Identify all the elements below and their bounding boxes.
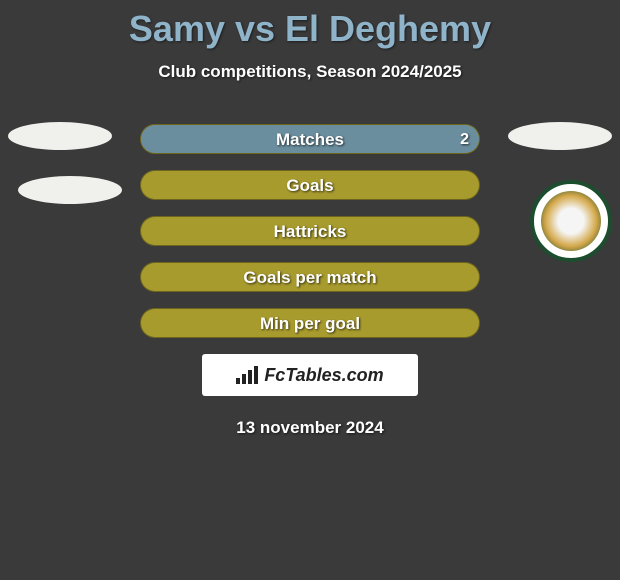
watermark-badge: FcTables.com xyxy=(202,354,418,396)
player-left-badge-1 xyxy=(8,122,112,150)
club-logo-inner xyxy=(541,191,601,251)
stat-bar-min-per-goal: Min per goal xyxy=(140,308,480,338)
stat-bar-label: Hattricks xyxy=(141,217,479,245)
player-right-badge-1 xyxy=(508,122,612,150)
stat-bar-label: Min per goal xyxy=(141,309,479,337)
stat-bar-goals-per-match: Goals per match xyxy=(140,262,480,292)
club-logo-right xyxy=(530,180,612,262)
comparison-subtitle: Club competitions, Season 2024/2025 xyxy=(0,62,620,82)
stat-bar-matches: Matches 2 xyxy=(140,124,480,154)
bar-chart-icon xyxy=(236,366,258,384)
player-left-badge-2 xyxy=(18,176,122,204)
stat-bar-goals: Goals xyxy=(140,170,480,200)
stat-bar-hattricks: Hattricks xyxy=(140,216,480,246)
date-text: 13 november 2024 xyxy=(0,418,620,438)
stat-bars-container: Matches 2 Goals Hattricks Goals per matc… xyxy=(140,124,480,338)
stat-bar-label: Goals per match xyxy=(141,263,479,291)
stat-bar-label: Matches xyxy=(141,125,479,153)
comparison-title: Samy vs El Deghemy xyxy=(0,0,620,50)
stat-bar-label: Goals xyxy=(141,171,479,199)
stat-bar-value: 2 xyxy=(460,125,469,154)
watermark-text: FcTables.com xyxy=(264,365,383,386)
